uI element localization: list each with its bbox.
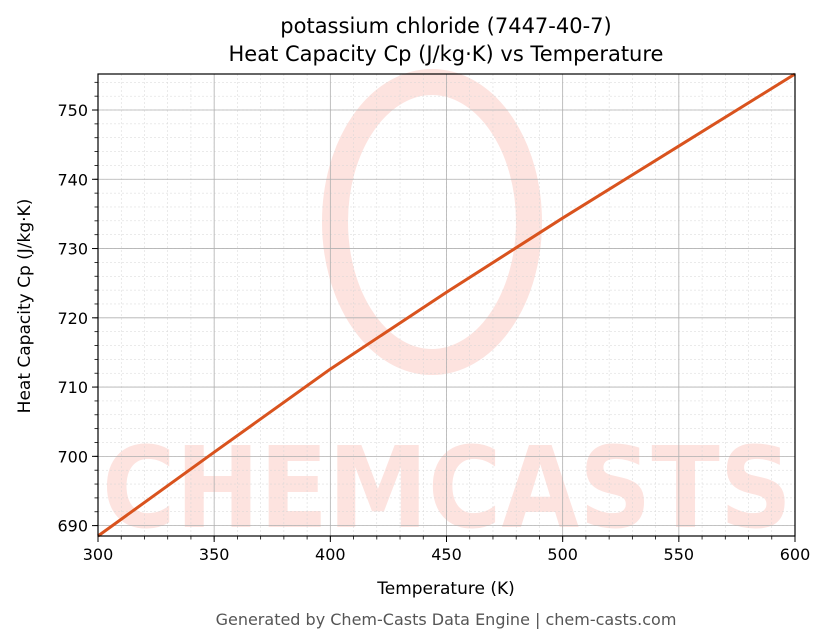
series-line [97,72,796,538]
x-axis-ticks: 300 350 400 450 500 550 600 [83,536,811,564]
y-axis-ticks: 690 700 710 720 730 740 750 [57,81,98,536]
y-tick-label: 720 [57,309,88,328]
y-tick-label: 750 [57,101,88,120]
watermark-text: CHEMCASTS [102,424,792,554]
x-tick-label: 550 [664,545,695,564]
y-tick-label: 710 [57,378,88,397]
chart-title-line2: Heat Capacity Cp (J/kg·K) vs Temperature [229,42,664,66]
x-tick-label: 500 [547,545,578,564]
watermark-logo-ring [322,69,542,375]
y-tick-label: 690 [57,517,88,536]
x-tick-label: 350 [199,545,230,564]
x-tick-label: 400 [315,545,346,564]
watermark: CHEMCASTS [102,69,792,554]
y-tick-label: 740 [57,170,88,189]
x-tick-label: 600 [780,545,811,564]
x-tick-label: 450 [431,545,462,564]
x-axis-label: Temperature (K) [376,579,515,599]
x-tick-label: 300 [83,545,114,564]
y-tick-label: 700 [57,447,88,466]
series-layer [97,72,796,538]
y-tick-label: 730 [57,240,88,259]
chart-title-line1: potassium chloride (7447-40-7) [280,14,611,38]
y-axis-label: Heat Capacity Cp (J/kg·K) [15,199,35,414]
footer-credit: Generated by Chem-Casts Data Engine | ch… [216,610,677,629]
